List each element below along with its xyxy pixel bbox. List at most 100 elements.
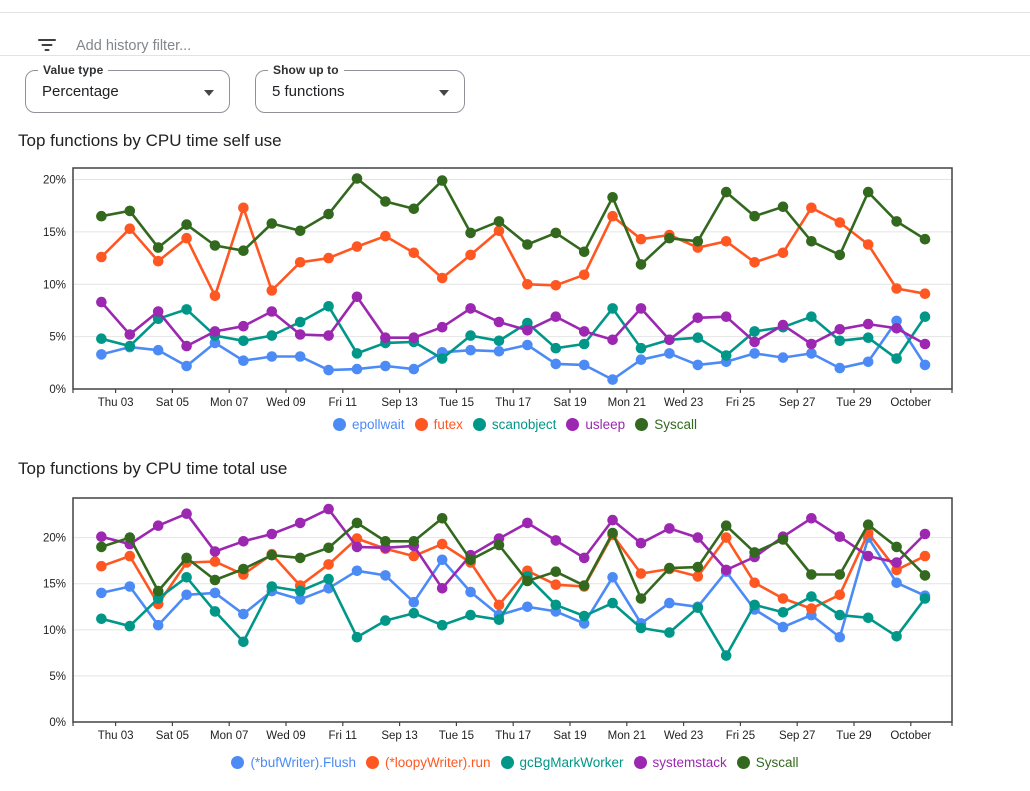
data-point[interactable] — [635, 537, 647, 549]
data-point[interactable] — [578, 618, 590, 629]
data-point[interactable] — [749, 599, 760, 611]
value-type-select[interactable]: Value type Percentage — [25, 63, 230, 113]
data-point[interactable] — [238, 320, 249, 332]
data-point[interactable] — [550, 579, 562, 590]
data-point[interactable] — [862, 239, 874, 250]
data-point[interactable] — [465, 303, 476, 314]
data-point[interactable] — [152, 242, 164, 253]
data-point[interactable] — [891, 353, 902, 364]
data-point[interactable] — [493, 539, 505, 551]
data-point[interactable] — [436, 272, 448, 284]
data-point[interactable] — [522, 239, 533, 250]
data-point[interactable] — [522, 601, 533, 613]
data-point[interactable] — [607, 303, 618, 314]
data-point[interactable] — [550, 599, 562, 611]
data-point[interactable] — [607, 210, 618, 222]
data-point[interactable] — [266, 549, 278, 561]
data-point[interactable] — [152, 520, 164, 531]
data-point[interactable] — [749, 326, 760, 337]
data-point[interactable] — [493, 335, 505, 347]
data-point[interactable] — [181, 589, 192, 601]
data-point[interactable] — [664, 232, 675, 244]
data-point[interactable] — [834, 217, 846, 228]
data-point[interactable] — [124, 205, 136, 217]
data-point[interactable] — [607, 597, 618, 609]
data-point[interactable] — [720, 186, 732, 198]
data-point[interactable] — [777, 319, 789, 331]
data-point[interactable] — [323, 559, 334, 570]
cpu-self-use-chart[interactable]: 0% 5% 10% 15% 20% Thu 03 Sat 05 Mon 07 Wed 09 Fri… — [0, 160, 1030, 415]
data-point[interactable] — [465, 249, 476, 261]
data-point[interactable] — [862, 550, 874, 562]
data-point[interactable] — [209, 587, 221, 599]
data-point[interactable] — [323, 301, 334, 312]
data-point[interactable] — [834, 335, 846, 347]
data-point[interactable] — [806, 311, 817, 322]
data-point[interactable] — [294, 351, 306, 362]
data-point[interactable] — [323, 330, 334, 341]
data-point[interactable] — [777, 201, 789, 213]
data-point[interactable] — [266, 528, 278, 540]
data-point[interactable] — [323, 542, 334, 554]
data-point[interactable] — [96, 349, 107, 360]
data-point[interactable] — [124, 223, 136, 234]
data-point[interactable] — [465, 554, 476, 566]
data-point[interactable] — [720, 520, 732, 531]
data-point[interactable] — [238, 608, 249, 620]
data-point[interactable] — [522, 317, 533, 329]
data-point[interactable] — [777, 352, 789, 363]
data-point[interactable] — [96, 251, 107, 263]
data-point[interactable] — [720, 532, 732, 543]
data-point[interactable] — [806, 603, 817, 614]
data-point[interactable] — [578, 610, 590, 622]
data-point[interactable] — [635, 593, 647, 604]
data-point[interactable] — [891, 216, 902, 227]
legend-item-Syscall[interactable]: Syscall — [635, 417, 697, 432]
data-point[interactable] — [720, 236, 732, 247]
data-point[interactable] — [96, 531, 107, 542]
data-point[interactable] — [209, 546, 221, 557]
data-point[interactable] — [607, 192, 618, 203]
data-point[interactable] — [493, 614, 505, 625]
data-point[interactable] — [238, 335, 249, 347]
data-point[interactable] — [607, 572, 618, 583]
data-point[interactable] — [749, 210, 760, 222]
data-point[interactable] — [181, 552, 192, 564]
data-point[interactable] — [806, 569, 817, 580]
data-point[interactable] — [664, 348, 675, 359]
legend-item-(*loopyWriter).run[interactable]: (*loopyWriter).run — [365, 755, 491, 770]
data-point[interactable] — [919, 570, 931, 581]
filter-input-placeholder[interactable]: Add history filter... — [76, 38, 192, 54]
data-point[interactable] — [408, 332, 420, 343]
data-point[interactable] — [266, 581, 278, 592]
data-point[interactable] — [152, 619, 164, 631]
data-point[interactable] — [720, 564, 732, 576]
data-point[interactable] — [635, 233, 647, 245]
data-point[interactable] — [578, 359, 590, 371]
data-point[interactable] — [806, 348, 817, 359]
data-point[interactable] — [692, 332, 704, 343]
data-point[interactable] — [465, 227, 476, 239]
data-point[interactable] — [635, 342, 647, 354]
data-point[interactable] — [209, 574, 221, 586]
data-point[interactable] — [635, 354, 647, 365]
data-point[interactable] — [834, 631, 846, 643]
data-point[interactable] — [294, 552, 306, 564]
data-point[interactable] — [522, 279, 533, 290]
data-point[interactable] — [351, 541, 363, 553]
data-point[interactable] — [124, 620, 136, 632]
data-point[interactable] — [578, 269, 590, 281]
data-point[interactable] — [919, 593, 931, 604]
data-point[interactable] — [408, 536, 420, 547]
data-point[interactable] — [834, 324, 846, 335]
data-point[interactable] — [436, 538, 448, 550]
data-point[interactable] — [351, 173, 363, 184]
data-point[interactable] — [692, 571, 704, 582]
data-point[interactable] — [664, 627, 675, 638]
data-point[interactable] — [692, 359, 704, 371]
data-point[interactable] — [238, 563, 249, 575]
data-point[interactable] — [578, 580, 590, 591]
data-point[interactable] — [408, 363, 420, 375]
data-point[interactable] — [891, 631, 902, 642]
data-point[interactable] — [238, 536, 249, 547]
